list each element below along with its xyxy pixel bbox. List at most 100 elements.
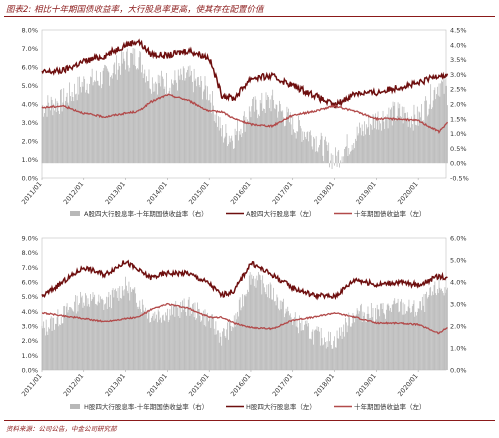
spread-bar [159,75,161,164]
spread-bar [131,53,133,164]
spread-bar [190,306,192,370]
spread-bar [105,66,107,164]
spread-bar [203,89,205,164]
spread-bar [123,58,125,164]
spread-bar [334,336,335,370]
spread-bar [258,114,259,164]
spread-bar [91,299,93,370]
spread-bar [421,104,422,164]
spread-bar [393,300,395,370]
spread-bar [140,52,142,164]
spread-bar [141,299,143,370]
spread-bar [306,320,308,370]
spread-bar [196,318,198,370]
right-axis-tick-label: 0.0% [450,160,467,168]
left-axis-tick-label: 1.0% [21,156,38,164]
spread-bar [233,148,235,164]
spread-bar [101,298,103,370]
spread-bar [230,325,232,370]
spread-bar [146,76,147,164]
spread-bar [330,153,332,164]
spread-bar [367,306,369,370]
spread-bar [122,51,124,164]
spread-bar [370,302,372,370]
spread-bar [174,316,176,370]
spread-bar [352,149,354,164]
spread-bar [302,330,304,370]
spread-bar [411,306,413,370]
spread-bar [396,118,397,164]
spread-bar [355,140,357,164]
spread-bar [261,92,263,164]
spread-bar [266,99,268,164]
spread-bar [168,319,170,370]
spread-bar [259,100,261,164]
right-axis-tick-label: 1.0% [450,130,467,138]
spread-bar [200,76,202,164]
spread-bar [311,331,313,370]
spread-bar [68,104,70,164]
spread-bar [316,326,318,370]
spread-bar [253,276,254,370]
spread-bar [61,323,63,370]
spread-bar [238,316,239,370]
spread-bar [166,72,167,164]
spread-bar [380,130,382,164]
spread-bar [191,313,192,370]
spread-bar [98,85,100,164]
x-axis-tick-label: 2014/01 [145,180,168,206]
spread-bar [340,335,341,370]
spread-bar [99,85,101,164]
spread-bar [403,106,405,164]
spread-bar [408,299,410,370]
spread-bar [351,323,353,370]
spread-bar [354,322,355,370]
spread-bar [204,76,206,164]
spread-bar [84,78,86,164]
spread-bar [231,331,233,370]
spread-bar [145,307,147,370]
spread-bar [73,311,75,370]
spread-bar [427,297,429,370]
spread-bar [204,309,206,370]
spread-bar [90,294,91,370]
spread-bar [156,322,158,370]
spread-bar [377,111,379,164]
spread-bar [361,124,363,164]
spread-bar [158,83,160,164]
spread-bar [447,287,448,370]
spread-bar [398,312,400,370]
spread-bar [44,335,46,370]
spread-bar [394,298,396,370]
spread-bar [79,76,80,164]
spread-bar [378,129,380,164]
spread-bar [248,106,250,164]
spread-bar [395,120,396,164]
spread-bar [180,301,182,370]
spread-bar [114,62,116,164]
spread-bar [209,94,211,164]
legend-label: A股四大行股息率（左） [246,209,315,218]
spread-bar [418,111,420,164]
spread-bar [276,294,278,370]
spread-bar [277,117,279,164]
spread-bar [309,130,311,164]
spread-bar [398,108,400,164]
spread-bar [181,74,182,164]
spread-bar [293,129,294,164]
spread-bar [194,80,196,164]
spread-bar [376,304,378,370]
spread-bar [358,313,360,370]
spread-bar [335,147,336,164]
spread-bar [401,299,402,370]
spread-bar [248,121,249,164]
spread-bar [267,297,269,370]
spread-bar [241,307,243,370]
spread-bar [413,104,415,164]
spread-bar [192,81,193,164]
dividend-yield-line [41,259,448,301]
spread-bar [177,69,179,164]
spread-bar [114,289,116,370]
spread-bar [332,154,334,164]
spread-bar [246,122,248,164]
